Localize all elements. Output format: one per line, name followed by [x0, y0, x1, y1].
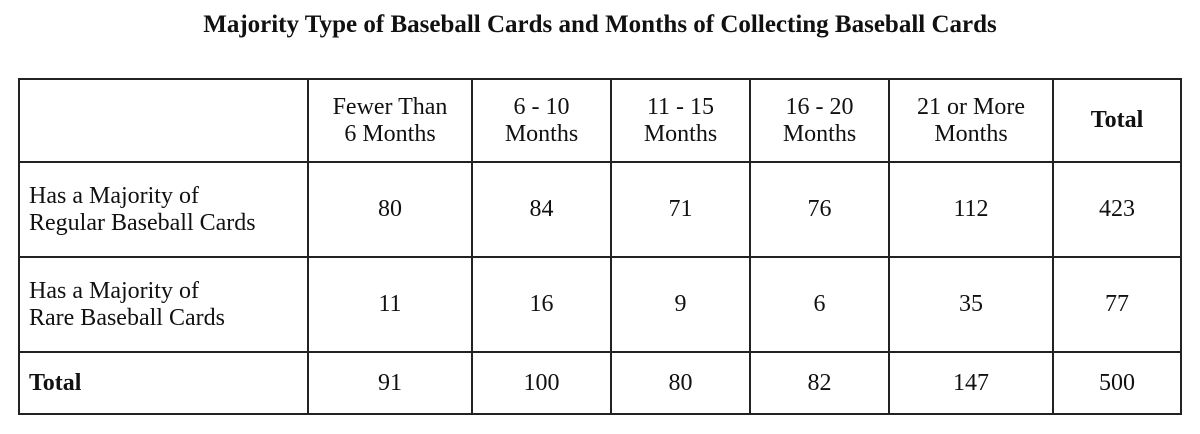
table-cell: 82 [749, 351, 890, 415]
column-header-line: 6 - 10 [513, 93, 570, 120]
table-title: Majority Type of Baseball Cards and Mont… [203, 11, 997, 38]
table-cell: 100 [471, 351, 612, 415]
column-header-21-or-more: 21 or More Months [888, 78, 1054, 163]
row-label-line: Has a Majority of [29, 277, 199, 304]
column-header-line: 16 - 20 [785, 93, 854, 120]
table-cell: 6 [749, 256, 890, 353]
table-cell: 11 [307, 256, 473, 353]
table-cell: 112 [888, 161, 1054, 258]
table-cell: 76 [749, 161, 890, 258]
table-cell-total: 77 [1052, 256, 1182, 353]
table-row-total: Total 91 100 80 82 147 500 [18, 351, 1182, 415]
table-cell: 84 [471, 161, 612, 258]
column-header-6-10: 6 - 10 Months [471, 78, 612, 163]
column-header-11-15: 11 - 15 Months [610, 78, 751, 163]
row-label-line: Has a Majority of [29, 182, 199, 209]
table-row-regular: Has a Majority of Regular Baseball Cards… [18, 161, 1182, 258]
column-header-16-20: 16 - 20 Months [749, 78, 890, 163]
header-corner-cell [18, 78, 309, 163]
row-label-line: Regular Baseball Cards [29, 209, 256, 236]
row-label-regular: Has a Majority of Regular Baseball Cards [18, 161, 309, 258]
table-cell-total: 423 [1052, 161, 1182, 258]
column-header-line: 6 Months [344, 120, 436, 147]
column-header-line: Fewer Than [332, 93, 448, 120]
table-cell: 147 [888, 351, 1054, 415]
column-header-fewer-than-6: Fewer Than 6 Months [307, 78, 473, 163]
column-header-line: Months [782, 120, 857, 147]
table-cell: 71 [610, 161, 751, 258]
table-row-rare: Has a Majority of Rare Baseball Cards 11… [18, 256, 1182, 353]
table-cell: 16 [471, 256, 612, 353]
header-row: Fewer Than 6 Months 6 - 10 Months 11 - 1… [18, 78, 1182, 163]
row-label-line: Rare Baseball Cards [29, 304, 225, 331]
table-cell: 80 [610, 351, 751, 415]
column-header-line: Months [934, 120, 1008, 147]
data-table: Fewer Than 6 Months 6 - 10 Months 11 - 1… [18, 78, 1182, 415]
table-cell: 35 [888, 256, 1054, 353]
table-cell: 91 [307, 351, 473, 415]
column-header-total: Total [1052, 78, 1182, 163]
column-header-line: 11 - 15 [646, 93, 715, 120]
column-header-line: 21 or More [917, 93, 1025, 120]
table-cell: 9 [610, 256, 751, 353]
column-header-line: Months [504, 120, 579, 147]
column-header-line: Months [643, 120, 718, 147]
row-label-rare: Has a Majority of Rare Baseball Cards [18, 256, 309, 353]
row-label-total: Total [18, 351, 309, 415]
table-cell-total: 500 [1052, 351, 1182, 415]
table-cell: 80 [307, 161, 473, 258]
